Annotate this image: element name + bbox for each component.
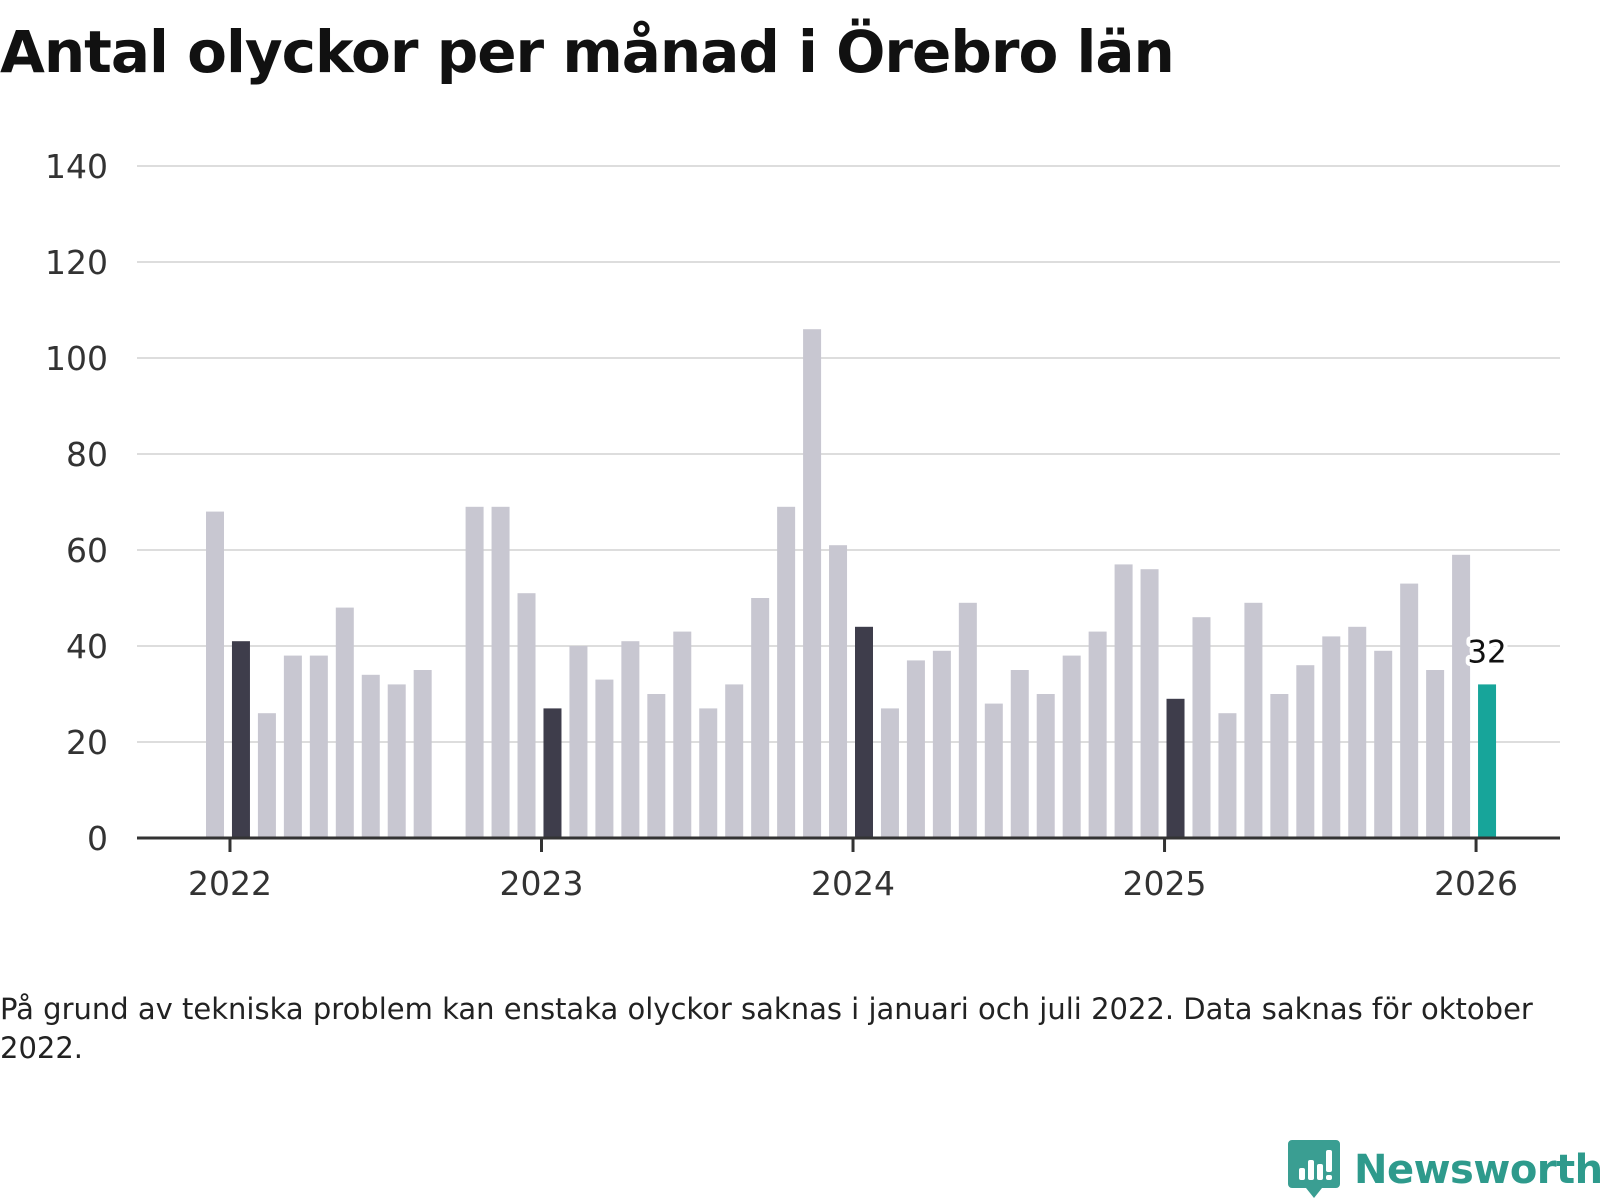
- brand-logo[interactable]: Newsworthy: [1288, 1140, 1600, 1200]
- bar[interactable]: [1348, 626, 1367, 838]
- bar[interactable]: [595, 679, 614, 838]
- bar[interactable]: [1270, 694, 1289, 838]
- bar[interactable]: [1452, 554, 1471, 838]
- y-tick-label: 40: [66, 627, 108, 666]
- bar[interactable]: [699, 708, 718, 838]
- bar[interactable]: [1218, 713, 1237, 838]
- bar[interactable]: [206, 511, 224, 838]
- bar[interactable]: [335, 607, 354, 838]
- bar[interactable]: [387, 684, 406, 838]
- bar[interactable]: [803, 329, 822, 838]
- bar[interactable]: [647, 694, 666, 838]
- x-tick-label: 2023: [500, 864, 584, 903]
- bar-latest[interactable]: [1478, 684, 1497, 838]
- bar[interactable]: [855, 626, 873, 838]
- bar[interactable]: [751, 598, 770, 838]
- bar[interactable]: [517, 593, 536, 838]
- x-axis: 2022 2023 2024 2025 2026: [137, 836, 1560, 903]
- bar[interactable]: [1088, 631, 1107, 838]
- bar[interactable]: [1192, 617, 1211, 838]
- bar[interactable]: [1036, 694, 1055, 838]
- bar[interactable]: [829, 545, 848, 838]
- bar[interactable]: [984, 703, 1003, 838]
- bar[interactable]: [958, 602, 977, 838]
- bar[interactable]: [1322, 636, 1341, 838]
- y-tick-label: 100: [45, 339, 108, 378]
- bar[interactable]: [621, 641, 640, 838]
- bar[interactable]: [1400, 583, 1419, 838]
- bar[interactable]: [309, 655, 328, 838]
- brand-name: Newsworthy: [1354, 1147, 1600, 1193]
- latest-value-label: 32: [1467, 634, 1506, 670]
- bar[interactable]: [1166, 698, 1185, 838]
- bar[interactable]: [1374, 650, 1393, 838]
- bar[interactable]: [569, 646, 588, 838]
- bar[interactable]: [361, 674, 380, 838]
- bar[interactable]: [413, 670, 432, 838]
- y-tick-label: 60: [66, 531, 108, 570]
- x-tick-label: 2024: [811, 864, 895, 903]
- bar[interactable]: [1244, 602, 1263, 838]
- bar[interactable]: [673, 631, 692, 838]
- bar[interactable]: [231, 641, 250, 838]
- bar[interactable]: [465, 506, 484, 838]
- y-axis-tick-labels: 0 20 40 60 80 100 120 140: [45, 147, 108, 858]
- bar[interactable]: [491, 506, 510, 838]
- y-tick-label: 140: [45, 147, 108, 186]
- bar[interactable]: [257, 713, 276, 838]
- bar[interactable]: [880, 708, 899, 838]
- bar[interactable]: [1140, 569, 1159, 838]
- bar[interactable]: [1114, 564, 1133, 838]
- y-tick-label: 120: [45, 243, 108, 282]
- bar[interactable]: [543, 708, 562, 838]
- y-tick-label: 80: [66, 435, 108, 474]
- bar[interactable]: [1062, 655, 1081, 838]
- bars: [206, 329, 1497, 838]
- x-tick-label: 2025: [1123, 864, 1207, 903]
- bar[interactable]: [1426, 670, 1445, 838]
- chart-title: Antal olyckor per månad i Örebro län: [0, 18, 1175, 86]
- bar[interactable]: [1296, 665, 1315, 838]
- newsworthy-logo-icon: [1288, 1140, 1340, 1198]
- y-tick-label: 20: [66, 723, 108, 762]
- bar[interactable]: [777, 506, 796, 838]
- bar[interactable]: [283, 655, 302, 838]
- bar[interactable]: [906, 660, 925, 838]
- data-labels: 32: [1463, 630, 1510, 674]
- bar[interactable]: [1010, 670, 1029, 838]
- bar[interactable]: [932, 650, 951, 838]
- y-tick-label: 0: [87, 819, 108, 858]
- bar[interactable]: [725, 684, 744, 838]
- x-tick-label: 2022: [188, 864, 272, 903]
- footnote: På grund av tekniska problem kan enstaka…: [0, 992, 1533, 1065]
- x-tick-label: 2026: [1434, 864, 1518, 903]
